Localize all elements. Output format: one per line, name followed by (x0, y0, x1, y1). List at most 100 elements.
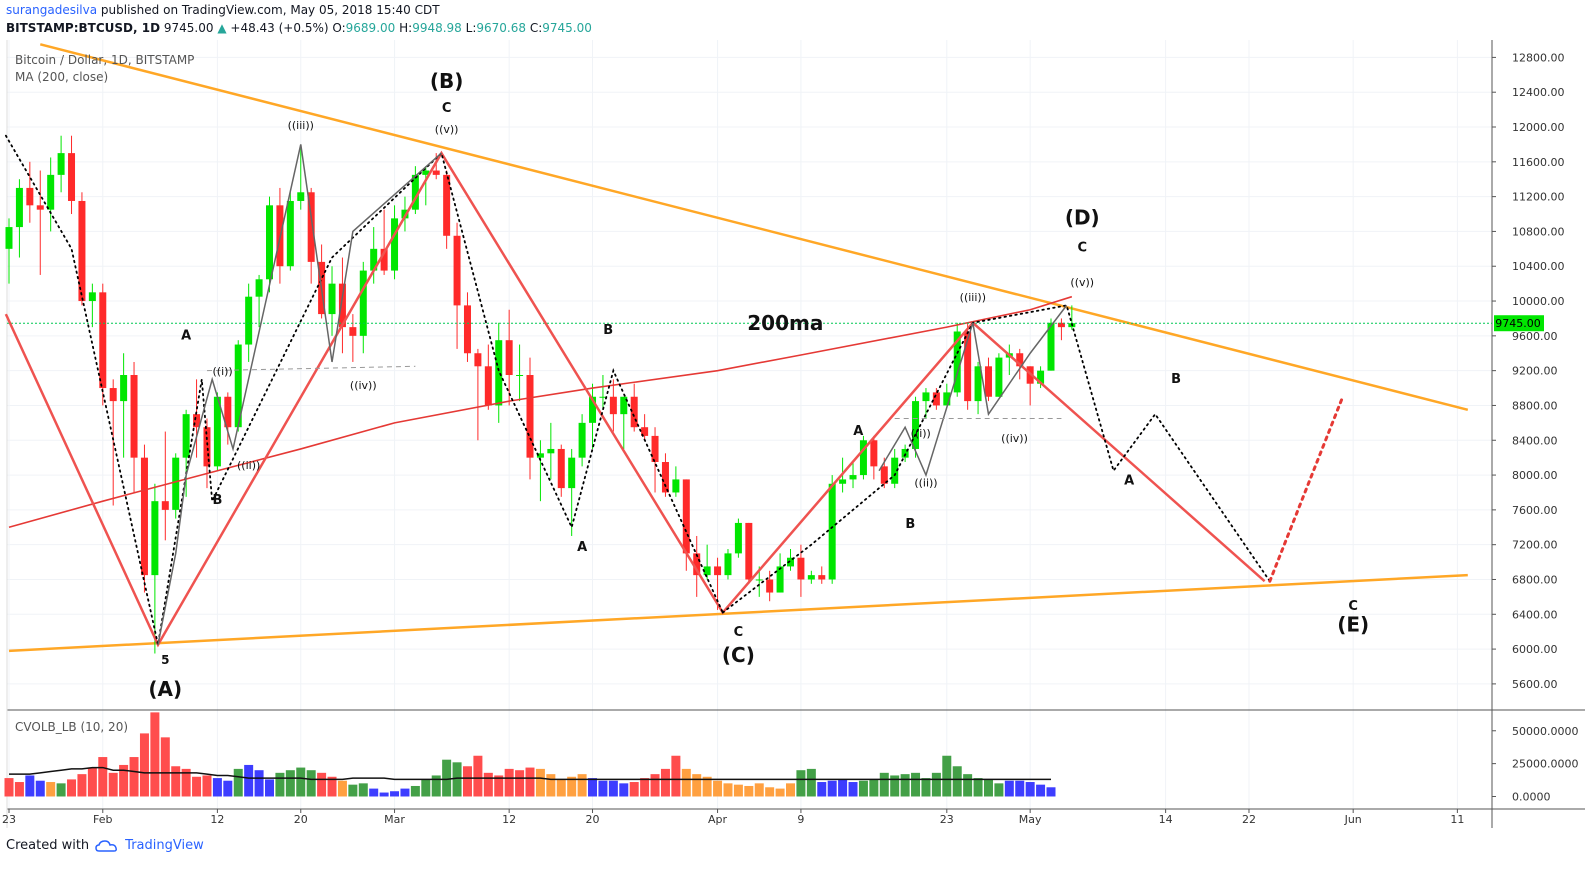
volume-bar (1036, 784, 1046, 797)
candle-body (453, 235, 461, 306)
candle-body (693, 553, 701, 576)
candle-body (807, 575, 815, 580)
candle-body (651, 435, 659, 463)
volume-bar (254, 770, 264, 797)
label-B-2: B (603, 323, 613, 338)
volume-bar (192, 776, 202, 797)
volume-bar (702, 776, 712, 797)
y-tick-label: 6400.00 (1512, 608, 1558, 621)
time-axis[interactable]: 23 Feb 12 20 Mar 12 20 Apr 9 23 May 14 22 Jun 11 (2, 809, 1464, 826)
candle-body (797, 557, 805, 580)
tradingview-link[interactable]: TradingView (125, 838, 204, 853)
candle-body (620, 396, 628, 415)
volume-bar (556, 779, 566, 797)
candle-body (703, 566, 711, 576)
close-value: 9745.00 (542, 21, 592, 35)
publish-info: surangadesilva published on TradingView.… (6, 3, 440, 17)
upper-trendline (39, 43, 1469, 412)
grey-wave-B (157, 144, 442, 645)
volume-bar (129, 757, 139, 797)
candle-body (922, 392, 930, 402)
volume-bar (786, 783, 795, 797)
last-price: 9745.00 (163, 21, 214, 35)
candle-body (526, 375, 534, 458)
y-tick-label: 7200.00 (1512, 539, 1558, 552)
candle-body (589, 396, 597, 423)
label-wave-C: (C) (722, 643, 755, 667)
candle-body (349, 327, 357, 336)
x-tick-label: 23 (2, 813, 16, 826)
y-tick-label: 11600.00 (1512, 156, 1565, 169)
label-A-3: A (853, 424, 863, 439)
candle-body (599, 396, 607, 398)
label-200ma: 200ma (747, 311, 823, 335)
close-label: C: (529, 21, 543, 35)
label-iv-2: ((iv)) (1001, 432, 1028, 445)
volume-bar (119, 764, 129, 797)
candle-body (557, 448, 565, 489)
guide-line-iv (206, 365, 416, 372)
volume-average-line (9, 766, 1051, 781)
candle-body (1016, 353, 1024, 367)
volume-bar (1046, 787, 1056, 797)
volume-bar (400, 788, 410, 797)
label-iv-1: ((iv)) (350, 379, 377, 392)
volume-bar (67, 779, 77, 797)
candle-body (1047, 322, 1055, 371)
volume-bar (608, 780, 618, 797)
candle-body (828, 483, 836, 580)
volume-bar (473, 755, 483, 797)
author-link[interactable]: surangadesilva (6, 3, 98, 17)
volume-bar (983, 779, 993, 797)
y-tick-label: 8800.00 (1512, 399, 1558, 412)
volume-bar (994, 783, 1004, 797)
candle-body (734, 522, 742, 554)
vol-tick-label: 0.0000 (1512, 790, 1551, 803)
ma200-line (7, 295, 1492, 529)
volume-bar (733, 784, 743, 797)
candle-body (88, 292, 96, 302)
volume-bar (212, 778, 222, 797)
candle-body (203, 427, 211, 467)
label-C-sub-C: C (734, 625, 744, 640)
price-axis[interactable]: 5600.00 6000.00 6400.00 6800.00 7200.00 7600.… (1492, 51, 1578, 803)
candle-body (839, 479, 847, 484)
candle-body (609, 396, 617, 415)
x-tick-label: Jun (1344, 813, 1362, 826)
candle-body (849, 475, 857, 480)
volume-bar (744, 785, 754, 797)
y-tick-label: 5600.00 (1512, 678, 1558, 691)
open-label: O: (332, 21, 346, 35)
candle-body (193, 414, 201, 428)
volume-bar (796, 770, 806, 797)
candle-body (714, 566, 722, 576)
volume-bar (723, 783, 733, 797)
candle-body (99, 292, 107, 389)
candle-body (255, 279, 263, 297)
legend-volume: CVOLB_LB (10, 20) (15, 720, 128, 734)
candle-body (234, 344, 242, 428)
y-tick-label: 9200.00 (1512, 365, 1558, 378)
volume-bar (900, 774, 910, 797)
volume-bar (838, 779, 848, 797)
volume-bar (483, 772, 493, 797)
label-wave-D: (D) (1065, 205, 1100, 229)
candle-body (432, 170, 440, 175)
candle-body (213, 396, 221, 467)
label-B-v: ((v)) (435, 123, 459, 136)
y-tick-label: 10400.00 (1512, 260, 1565, 273)
vol-tick-label: 50000.0000 (1512, 725, 1578, 738)
candle-body (755, 579, 763, 581)
y-tick-label: 12000.00 (1512, 121, 1565, 134)
volume-bar (942, 755, 952, 797)
volume-bar (858, 780, 868, 797)
volume-bar (588, 778, 598, 797)
label-E-sub-C: C (1348, 599, 1358, 614)
volume-bar (577, 774, 587, 797)
volume-bar (660, 768, 670, 797)
candle-body (36, 205, 44, 210)
candle-body (901, 448, 909, 458)
label-D-sub-C: C (1077, 240, 1087, 255)
volume-bar (921, 778, 931, 797)
